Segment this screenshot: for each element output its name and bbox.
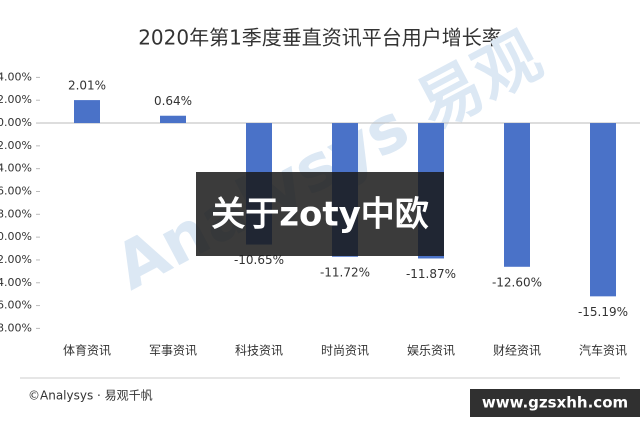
data-label: -11.72% [320, 265, 370, 279]
data-label: -12.60% [492, 275, 542, 289]
y-tick-label: -14.00% [0, 276, 32, 289]
y-tick-label: 2.00% [0, 93, 32, 106]
x-tick-label: 财经资讯 [493, 344, 541, 358]
x-tick-label: 军事资讯 [149, 344, 197, 358]
x-tick-label: 科技资讯 [235, 344, 283, 358]
site-bg [470, 389, 640, 417]
bar [590, 123, 616, 297]
y-tick-label: 0.00% [0, 116, 32, 129]
y-tick-label: -4.00% [0, 162, 32, 175]
y-tick-label: -12.00% [0, 253, 32, 266]
y-tick-label: 4.00% [0, 70, 32, 83]
bar [504, 123, 530, 267]
y-tick-label: -6.00% [0, 184, 32, 197]
y-tick-label: -18.00% [0, 321, 32, 334]
data-label: -11.87% [406, 267, 456, 281]
bar [160, 115, 186, 124]
x-tick-label: 时尚资讯 [321, 344, 369, 358]
banner-bg [196, 172, 444, 256]
bar [74, 100, 100, 124]
site: www.gzsxhh.com [482, 394, 628, 412]
x-tick-label: 娱乐资讯 [407, 344, 455, 358]
x-tick-label: 汽车资讯 [579, 343, 627, 358]
data-label: -10.65% [234, 253, 284, 267]
data-label: -15.19% [578, 305, 628, 319]
y-tick-label: -8.00% [0, 207, 32, 220]
y-tick-label: -16.00% [0, 299, 32, 312]
source: ©Analysys · 易观千帆 [28, 388, 153, 403]
x-tick-label: 体育资讯 [63, 343, 111, 358]
banner: 关于zoty中欧 [211, 195, 429, 235]
y-tick-label: -2.00% [0, 139, 32, 152]
chart-title: 2020年第1季度垂直资讯平台用户增长率 [138, 26, 502, 50]
y-tick-label: -10.00% [0, 230, 32, 243]
data-label: 2.01% [68, 79, 106, 93]
data-label: 0.64% [154, 94, 192, 108]
